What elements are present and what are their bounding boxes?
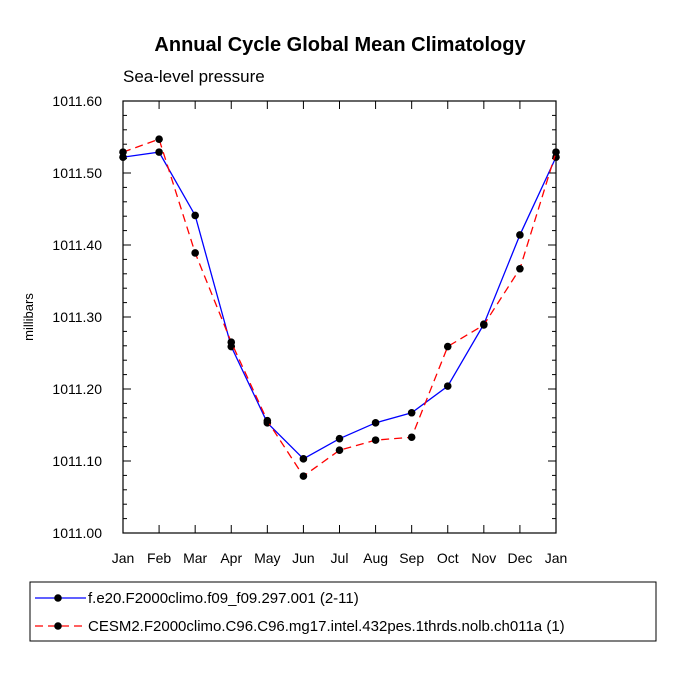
x-tick-label: Aug xyxy=(363,550,388,566)
y-axis-label: millibars xyxy=(21,293,36,341)
x-tick-label: Apr xyxy=(220,550,242,566)
series-2 xyxy=(119,135,560,480)
data-point xyxy=(335,434,344,443)
x-tick-label: Oct xyxy=(437,550,459,566)
legend-marker xyxy=(54,594,62,602)
plot-frame xyxy=(122,100,557,534)
data-point xyxy=(299,472,308,480)
legend-box xyxy=(29,581,657,642)
x-tick-label: Jan xyxy=(112,550,135,566)
series-line xyxy=(122,151,557,460)
chart-subtitle: Sea-level pressure xyxy=(123,67,265,86)
data-point xyxy=(443,382,452,390)
x-tick-label: May xyxy=(254,550,280,566)
data-point xyxy=(371,419,380,427)
data-point xyxy=(263,416,272,425)
x-tick-label: Jul xyxy=(331,550,349,566)
legend: f.e20.F2000climo.f09_f09.297.001 (2-11) C… xyxy=(35,590,565,635)
data-point xyxy=(335,446,344,455)
data-point xyxy=(119,148,127,156)
legend-entry-2: CESM2.F2000climo.C96.C96.mg17.intel.432p… xyxy=(35,618,565,635)
y-tick-label: 1011.20 xyxy=(52,381,102,397)
y-tick-label: 1011.50 xyxy=(52,165,102,181)
data-point xyxy=(155,135,163,143)
data-point xyxy=(191,249,199,257)
y-tick-label: 1011.30 xyxy=(52,309,102,325)
legend-label: CESM2.F2000climo.C96.C96.mg17.intel.432p… xyxy=(88,618,565,635)
legend-entry-1: f.e20.F2000climo.f09_f09.297.001 (2-11) xyxy=(35,590,359,607)
series-1 xyxy=(119,148,560,463)
y-tick-label: 1011.00 xyxy=(52,525,102,541)
data-point xyxy=(407,433,416,442)
data-point xyxy=(371,436,380,444)
x-tick-label: Dec xyxy=(507,550,532,566)
x-tick-label: Nov xyxy=(471,550,496,566)
x-tick-label: Jun xyxy=(292,550,315,566)
data-point xyxy=(443,342,452,351)
data-point xyxy=(480,321,488,329)
data-point xyxy=(516,231,524,239)
y-tick-label: 1011.60 xyxy=(52,93,102,109)
data-point xyxy=(299,455,308,463)
legend-label: f.e20.F2000climo.f09_f09.297.001 (2-11) xyxy=(88,590,359,607)
y-tick-label: 1011.10 xyxy=(52,453,102,469)
axis-tick-labels: 1011.00 1011.10 1011.20 1011.30 1011.40 1011.… xyxy=(52,93,567,566)
data-point xyxy=(552,148,560,156)
axis-ticks xyxy=(122,100,557,534)
chart-title: Annual Cycle Global Mean Climatology xyxy=(154,34,526,56)
legend-marker xyxy=(54,622,62,630)
data-point xyxy=(516,264,524,273)
x-tick-label: Feb xyxy=(147,550,171,566)
x-tick-label: Sep xyxy=(399,550,424,566)
data-point xyxy=(407,408,416,417)
series-layer xyxy=(119,135,560,480)
x-tick-label: Jan xyxy=(545,550,568,566)
data-point xyxy=(227,338,236,347)
y-tick-label: 1011.40 xyxy=(52,237,102,253)
data-point xyxy=(155,148,163,156)
data-point xyxy=(191,211,199,220)
x-tick-label: Mar xyxy=(183,550,207,566)
